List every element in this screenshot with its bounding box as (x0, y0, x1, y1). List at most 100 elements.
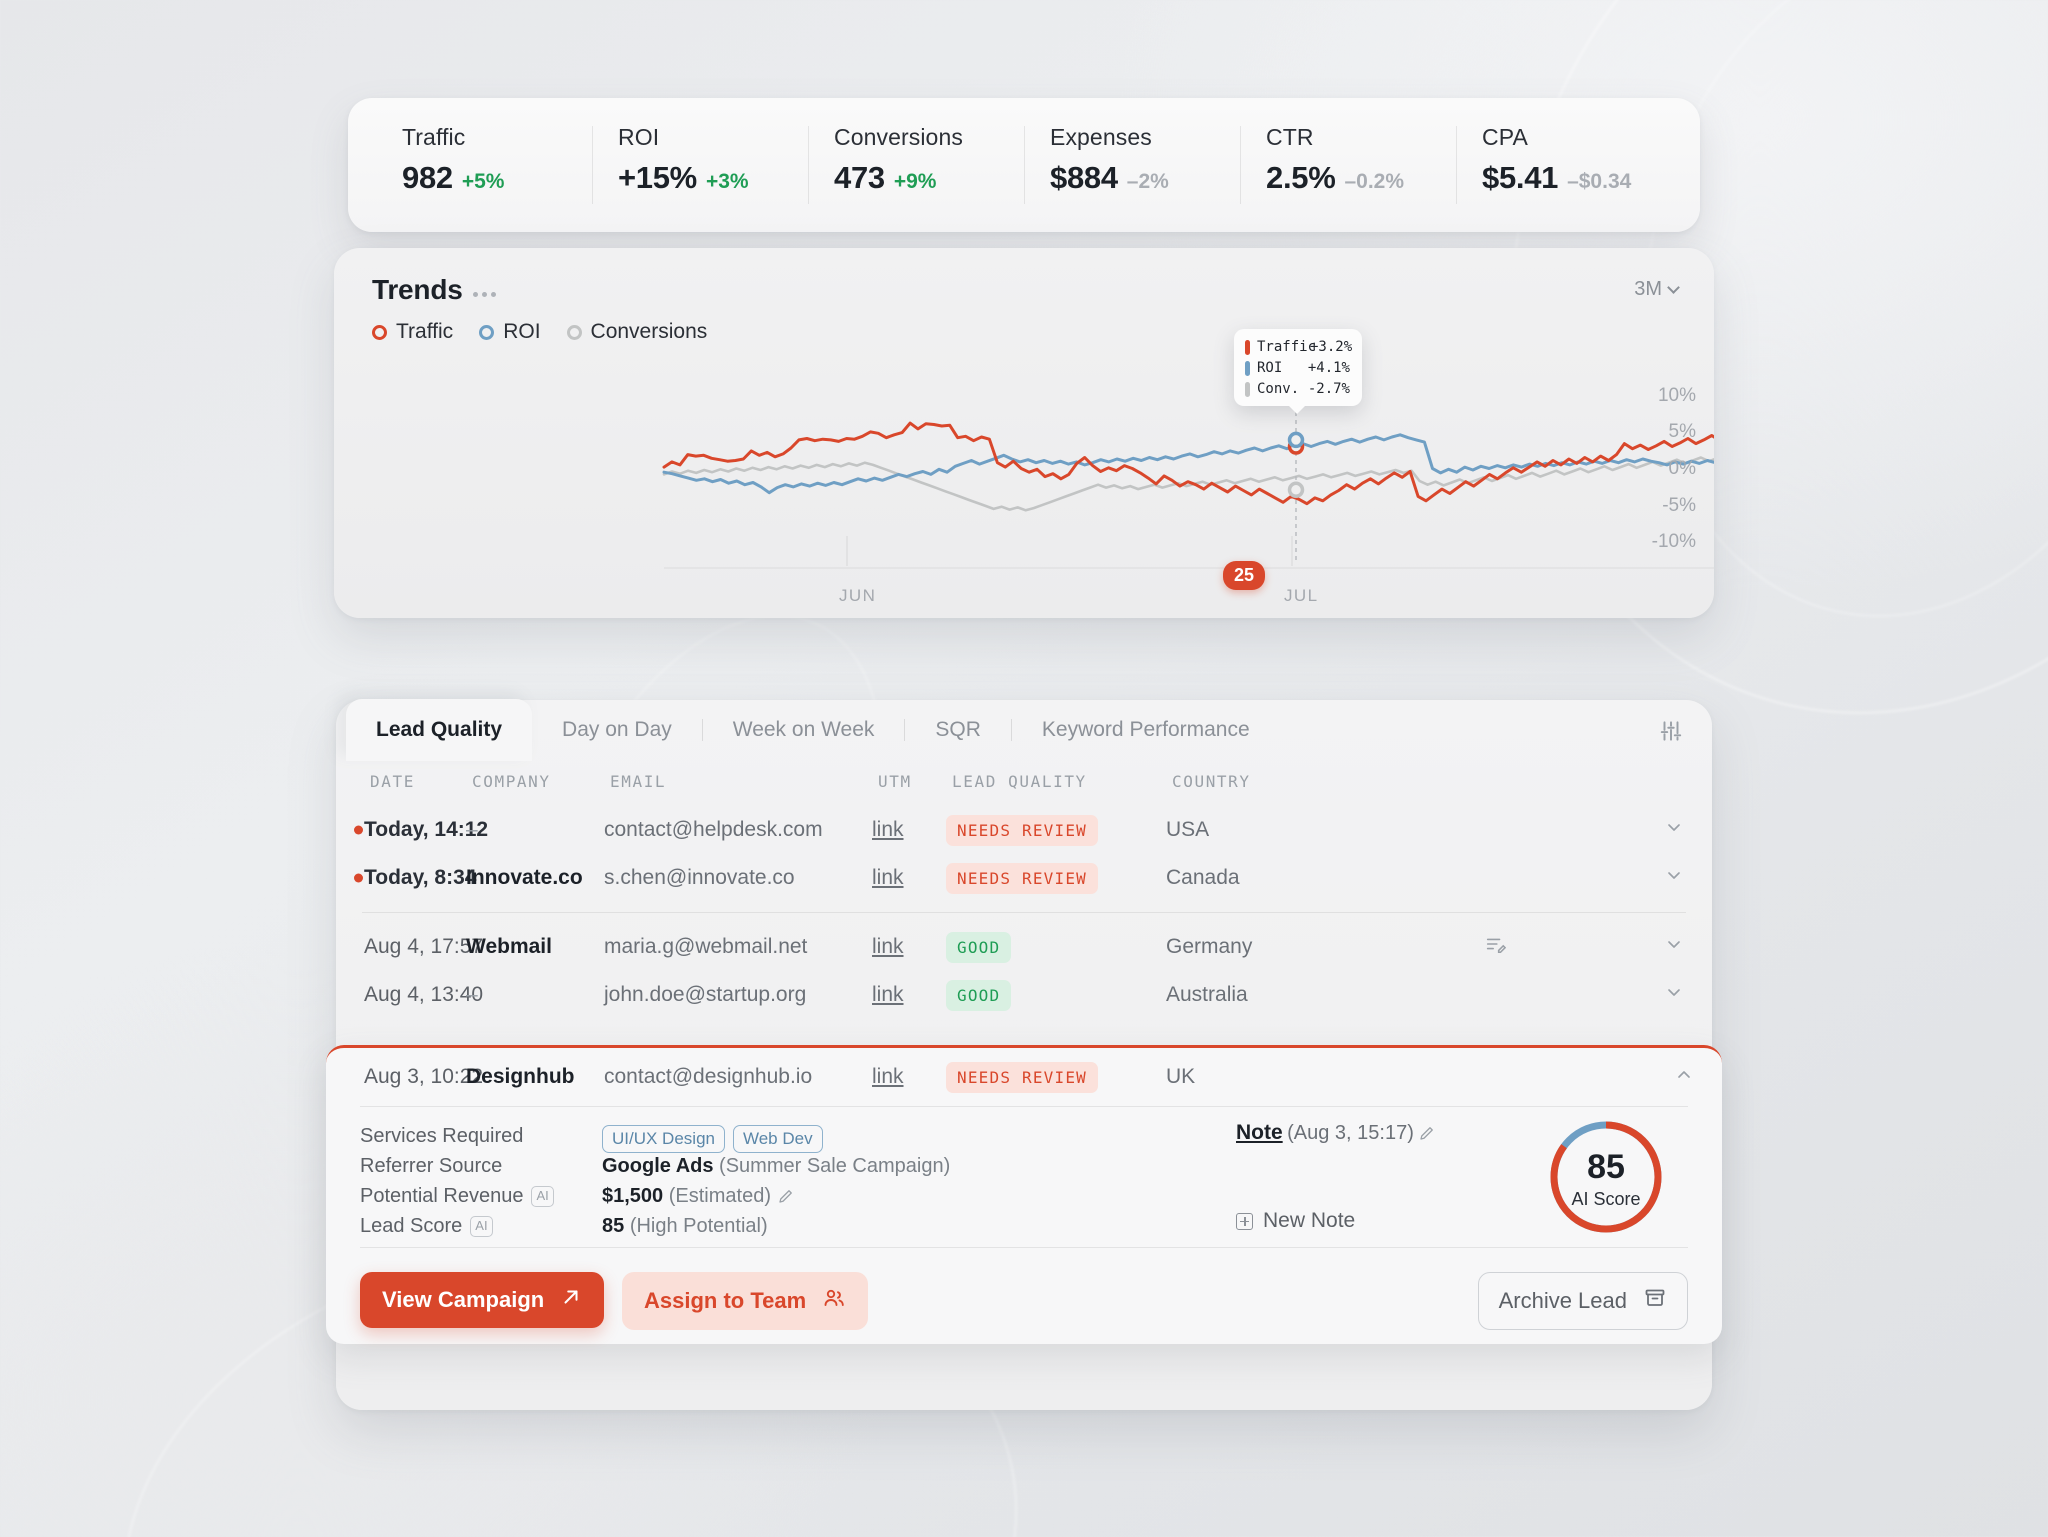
cell-company: Innovate.co (466, 866, 583, 889)
legend-label: ROI (503, 320, 541, 343)
divider (360, 1106, 1688, 1107)
new-note-button[interactable]: New Note (1236, 1209, 1355, 1233)
cell-email: maria.g@webmail.net (604, 935, 808, 958)
column-header[interactable]: LEAD QUALITY (952, 772, 1087, 791)
time-range-selector[interactable]: 3M (1634, 278, 1680, 301)
kpi-conversions: Conversions 473 +9% (808, 124, 1024, 206)
sliders-icon[interactable] (1658, 718, 1684, 749)
status-badge: NEEDS REVIEW (946, 815, 1098, 846)
table-header-row: DATE COMPANY EMAIL UTM LEAD QUALITY COUNTRY (336, 762, 1712, 808)
legend-ring-icon (372, 324, 387, 340)
column-header[interactable]: COMPANY (472, 772, 551, 791)
cell-country: Canada (1166, 866, 1240, 889)
y-axis-tick: 10% (1657, 384, 1696, 406)
table-row[interactable]: Aug 4, 13:40– john.doe@startup.org link GOO… (336, 971, 1712, 1019)
pencil-icon[interactable] (1418, 1124, 1436, 1147)
expand-row-chevron-icon[interactable] (1664, 818, 1684, 843)
tooltip-series-value: +4.1% (1307, 360, 1350, 376)
detail-value: 85 (High Potential) (602, 1215, 768, 1238)
cell-email: s.chen@innovate.co (604, 866, 795, 889)
plus-square-icon (1236, 1212, 1253, 1230)
service-tag[interactable]: Web Dev (732, 1125, 823, 1153)
tooltip-row: Conv. -2.7% (1245, 381, 1350, 397)
column-header[interactable]: DATE (370, 772, 415, 791)
status-badge: NEEDS REVIEW (946, 863, 1098, 894)
expand-row-chevron-icon[interactable] (1664, 935, 1684, 960)
detail-value-muted: (Estimated) (668, 1185, 771, 1207)
tab-keyword-performance[interactable]: Keyword Performance (1012, 699, 1280, 761)
arrow-up-right-icon (560, 1286, 582, 1314)
tab-day-on-day[interactable]: Day on Day (532, 699, 702, 761)
tooltip-row: ROI +4.1% (1245, 360, 1350, 376)
row-divider (362, 912, 1686, 913)
kpi-delta: –$0.34 (1567, 170, 1632, 193)
column-header[interactable]: COUNTRY (1172, 772, 1251, 791)
cell-email: contact@helpdesk.com (604, 818, 823, 841)
cell-date: Today, 8:34 (364, 866, 477, 889)
users-icon (822, 1286, 846, 1316)
detail-value-strong: $1,500 (602, 1185, 664, 1207)
view-campaign-button[interactable]: View Campaign (360, 1272, 605, 1328)
cell-utm-link[interactable]: link (872, 935, 904, 958)
detail-value-strong: 85 (602, 1215, 625, 1237)
note-icon[interactable] (1484, 933, 1507, 961)
expand-row-chevron-icon[interactable] (1664, 866, 1684, 891)
tab-sqr[interactable]: SQR (905, 699, 1011, 761)
legend-item-roi[interactable]: ROI (479, 320, 541, 344)
status-badge: GOOD (946, 932, 1012, 963)
cell-date: Today, 14:12 (364, 818, 489, 841)
legend-label: Traffic (396, 320, 454, 343)
cell-utm-link[interactable]: link (872, 866, 904, 889)
chart-legend: Traffic ROI Conversions (372, 320, 707, 344)
table-row[interactable]: Today, 14:12– contact@helpdesk.com link NEE… (336, 806, 1712, 854)
chart-line-conversions (662, 456, 1714, 512)
note-link[interactable]: Note (1236, 1121, 1283, 1144)
tab-label: SQR (935, 718, 981, 741)
tooltip-series-name: Conv. (1257, 381, 1300, 397)
tab-lead-quality[interactable]: Lead Quality (346, 699, 533, 761)
table-tabs: Lead Quality Day on Day Week on Week SQR Key… (336, 699, 1280, 761)
kpi-roi: ROI +15% +3% (592, 124, 808, 206)
y-axis-tick: -10% (1651, 531, 1696, 553)
kpi-label: CPA (1482, 124, 1528, 150)
cell-date: Aug 4, 17:57 (364, 935, 484, 958)
table-row[interactable]: Today, 8:34 Innovate.co s.chen@innovate.co… (336, 854, 1712, 902)
table-row[interactable]: Aug 4, 17:57 Webmail maria.g@webmail.net li… (336, 923, 1712, 971)
tab-label: Keyword Performance (1041, 718, 1250, 741)
new-note-label: New Note (1263, 1209, 1356, 1232)
kpi-delta: +3% (705, 170, 749, 193)
cell-utm-link[interactable]: link (872, 983, 904, 1006)
legend-item-conversions[interactable]: Conversions (566, 320, 707, 344)
column-header[interactable]: UTM (878, 772, 912, 791)
page-title: Trends (372, 274, 463, 305)
expand-row-chevron-icon[interactable] (1664, 983, 1684, 1008)
status-badge: GOOD (946, 980, 1012, 1011)
column-header[interactable]: EMAIL (610, 772, 667, 791)
cell-email: john.doe@startup.org (604, 983, 807, 1006)
service-tag[interactable]: UI/UX Design (602, 1125, 725, 1153)
pencil-icon[interactable] (777, 1187, 795, 1211)
ai-badge: AI (531, 1186, 554, 1207)
ai-score-value: 85 (1587, 1148, 1625, 1186)
kpi-label: ROI (618, 124, 660, 150)
collapse-row-chevron-icon[interactable] (1674, 1065, 1694, 1090)
unread-indicator-icon (354, 873, 363, 883)
y-axis-tick: 0% (1668, 458, 1696, 479)
cell-utm-link[interactable]: link (872, 1065, 904, 1088)
more-horizontal-icon[interactable] (472, 283, 496, 297)
tooltip-series-name: Traffic (1257, 339, 1317, 355)
lead-actions: View Campaign Assign to Team Archive Lead (326, 1248, 1722, 1344)
cell-country: Germany (1166, 935, 1253, 958)
tooltip-row: Traffic +3.2% (1245, 339, 1352, 355)
trends-chart[interactable]: 10%5%0%-5%-10% JUNJULAUG 25 Traffic+3.2%… (334, 329, 1714, 618)
detail-label-lead-score: Lead Score AI (360, 1215, 493, 1238)
tab-week-on-week[interactable]: Week on Week (703, 699, 905, 761)
archive-lead-button[interactable]: Archive Lead (1477, 1272, 1688, 1330)
detail-label-potential-revenue: Potential Revenue AI (360, 1185, 554, 1208)
expanded-row-header[interactable]: Aug 3, 10:22 Designhub contact@designhub.i… (326, 1048, 1722, 1106)
leads-table-card: Lead Quality Day on Day Week on Week SQR Key… (326, 699, 1722, 1410)
legend-item-traffic[interactable]: Traffic (372, 320, 453, 344)
tab-label: Lead Quality (376, 718, 503, 741)
cell-utm-link[interactable]: link (872, 818, 904, 841)
assign-to-team-button[interactable]: Assign to Team (622, 1272, 869, 1330)
